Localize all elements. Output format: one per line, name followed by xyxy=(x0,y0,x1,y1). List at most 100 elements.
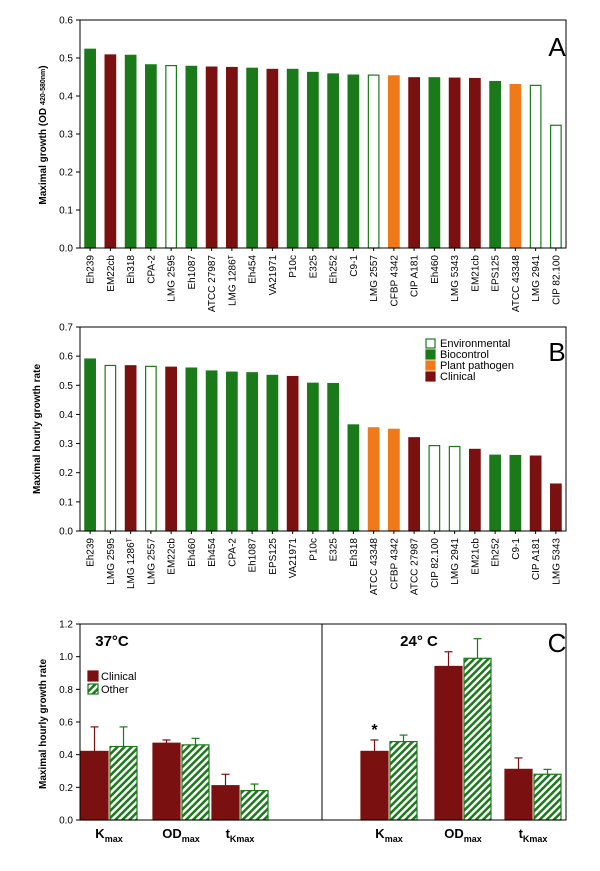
panel-a-chart: 0.0 0.1 0.2 0.3 0.4 0.5 0.6 Eh239 EM22cb Eh318 CPA… xyxy=(38,16,567,313)
x-tick-label: LMG 1286ᵀ xyxy=(126,537,137,589)
group-label-sub: Kmax xyxy=(523,834,548,844)
x-tick-label: Eh460 xyxy=(430,255,441,284)
bar-clinical-37c-odmax xyxy=(152,742,181,821)
bar-eh1087 xyxy=(185,65,198,249)
y-tick-label: 0.7 xyxy=(59,323,73,334)
y-tick-label: 0.3 xyxy=(59,130,73,141)
x-tick-label: Eh1087 xyxy=(248,538,259,573)
bar-other-24c-odmax xyxy=(463,657,492,821)
panel-c-y-axis-label: Maximal hourly growth rate xyxy=(38,659,49,789)
x-tick-label: C9-1 xyxy=(349,255,360,277)
group-label: ODmax xyxy=(162,826,200,844)
bar-p10c xyxy=(307,382,319,532)
group-label-main: OD xyxy=(162,826,182,841)
group-label-sub: Kmax xyxy=(230,834,255,844)
group-label-sub: max xyxy=(182,834,200,844)
legend-swatch-environmental xyxy=(425,338,436,349)
x-tick-label: Eh454 xyxy=(207,538,218,567)
x-tick-label: EM22cb xyxy=(106,255,117,292)
bar-eh239 xyxy=(84,358,96,532)
bar-em22cb xyxy=(165,366,177,532)
bar-eps125 xyxy=(489,80,501,249)
bar-eh318 xyxy=(124,54,137,249)
bar-atcc-43348 xyxy=(367,427,380,532)
bar-clinical-37c-kmax xyxy=(80,750,109,821)
significance-star: * xyxy=(371,722,378,739)
y-tick-label: 0.6 xyxy=(59,16,73,27)
x-tick-label: Eh454 xyxy=(248,255,259,284)
bar-lmg-2941 xyxy=(448,445,461,532)
panel-c-letter: C xyxy=(548,628,567,658)
bar-eh252 xyxy=(489,454,501,532)
bar-other-37c-odmax xyxy=(181,744,210,821)
group-label-main: K xyxy=(375,826,385,841)
bar-clinical-24c-tkmax xyxy=(504,768,533,821)
bar-e325 xyxy=(327,382,339,532)
group-label: ODmax xyxy=(444,826,482,844)
x-tick-label: LMG 5343 xyxy=(450,255,461,302)
y-tick-label: 0.4 xyxy=(59,92,73,103)
legend-label-clinical: Clinical xyxy=(440,371,475,383)
x-tick-label: LMG 2595 xyxy=(106,538,117,585)
y-tick-label: 0.0 xyxy=(59,527,73,538)
group-label-sub: max xyxy=(385,834,403,844)
x-tick-label: VA21971 xyxy=(268,255,279,296)
bar-eh460 xyxy=(428,77,441,249)
bar-clinical-37c-tkmax xyxy=(211,785,240,821)
y-tick-label: 0.5 xyxy=(59,381,73,392)
panel-c-temp-24: 24° C xyxy=(400,633,438,650)
bar-atcc-27987 xyxy=(205,66,218,249)
group-label: Kmax xyxy=(95,826,122,844)
bar-lmg-2557 xyxy=(367,74,380,249)
x-tick-label: LMG 5343 xyxy=(551,538,562,585)
y-tick-label: 0.1 xyxy=(59,206,73,217)
group-label-main: K xyxy=(95,826,105,841)
bar-lmg-2941 xyxy=(529,84,542,249)
panel-b-letter: B xyxy=(548,337,565,367)
x-tick-label: E325 xyxy=(308,255,319,279)
panel-a-bars xyxy=(84,48,562,249)
bar-lmg-2595 xyxy=(165,64,177,249)
bar-eh454 xyxy=(246,67,258,249)
bar-atcc-27987 xyxy=(408,437,420,532)
x-tick-label: LMG 2941 xyxy=(450,538,461,585)
group-label-sub: max xyxy=(105,834,123,844)
x-tick-label: CFBP 4342 xyxy=(389,255,400,307)
y-tick-label: 0.6 xyxy=(59,718,73,729)
x-tick-label: Eh318 xyxy=(126,255,137,284)
x-tick-label: ATCC 27987 xyxy=(207,255,218,313)
x-tick-label: CPA-2 xyxy=(146,255,157,284)
bar-cip-a181 xyxy=(408,77,420,249)
bar-p10c xyxy=(286,68,299,249)
y-tick-label: 0.2 xyxy=(59,783,73,794)
panel-a-axes: 0.0 0.1 0.2 0.3 0.4 0.5 0.6 Eh239 EM22cb Eh318 CPA… xyxy=(59,16,567,313)
bar-other-24c-kmax xyxy=(389,740,418,821)
bar-em21cb xyxy=(469,77,481,249)
panel-b-axes: 0.0 0.1 0.2 0.3 0.4 0.5 0.6 0.7 Eh239 LMG 2595 LMG… xyxy=(59,323,567,596)
x-tick-label: CIP 82.100 xyxy=(430,538,441,588)
bar-lmg-2557 xyxy=(145,365,157,532)
panel-a-y-axis-label: Maximal growth (OD420-580nm) xyxy=(38,65,49,204)
bar-eh460 xyxy=(185,367,198,532)
x-tick-label: Eh239 xyxy=(86,255,97,284)
x-tick-label: CPA-2 xyxy=(227,538,238,567)
bar-eh252 xyxy=(327,73,339,249)
y-tick-label: 0.0 xyxy=(59,244,73,255)
bar-cip-a181 xyxy=(529,455,542,532)
legend-label-other: Other xyxy=(101,684,129,696)
bar-eh454 xyxy=(205,370,218,532)
x-tick-label: ATCC 27987 xyxy=(410,538,421,596)
bar-cpa-2 xyxy=(226,371,238,532)
x-tick-label: E325 xyxy=(329,538,340,562)
panel-b-chart: 0.0 0.1 0.2 0.3 0.4 0.5 0.6 0.7 Eh239 LMG 2595 LMG… xyxy=(32,323,567,596)
x-tick-label: CIP 82.100 xyxy=(551,255,562,305)
group-label: tKmax xyxy=(519,826,548,844)
y-tick-label: 0.4 xyxy=(59,750,73,761)
legend-swatch-other xyxy=(87,683,99,695)
y-tick-label: 0.5 xyxy=(59,54,73,65)
bar-va21971 xyxy=(266,68,279,249)
